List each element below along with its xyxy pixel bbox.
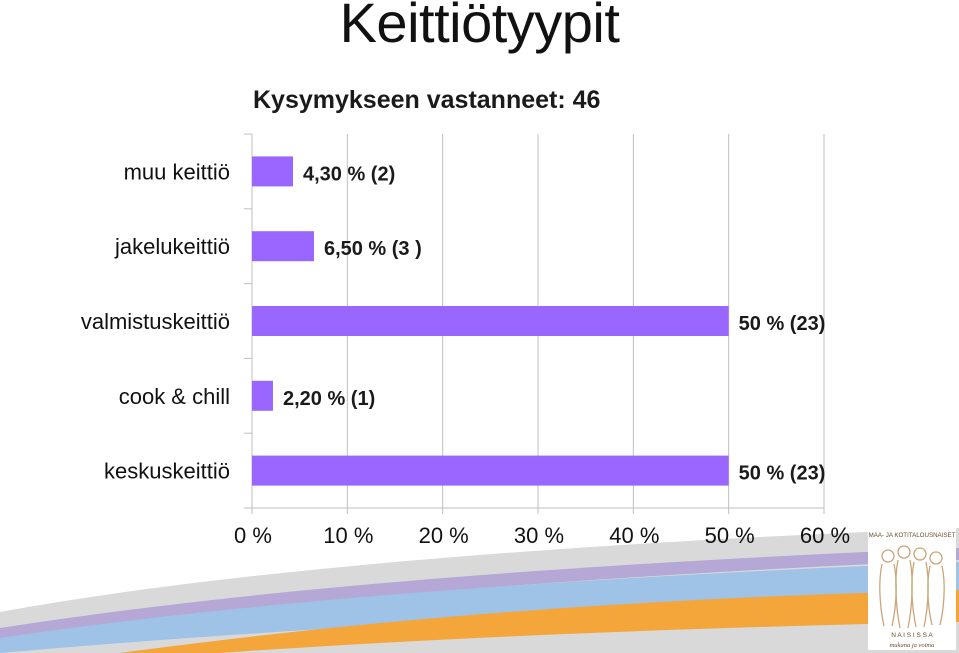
data-label: 6,50 % (3 ) <box>324 238 422 260</box>
wave-purple <box>0 548 959 640</box>
bar <box>252 306 729 336</box>
x-tick-label: 10 % <box>323 523 373 548</box>
x-tick-label: 20 % <box>419 523 469 548</box>
labels: 0 % 10 % 20 % 30 % 40 % 50 % 60 % muu keittiö 4,… <box>81 159 850 548</box>
figures-icon <box>879 545 945 629</box>
data-label: 4,30 % (2) <box>303 163 395 185</box>
category-label: valmistuskeittiö <box>81 309 230 334</box>
data-label: 50 % (23) <box>739 463 826 485</box>
wave-blue <box>0 562 959 653</box>
data-label: 2,20 % (1) <box>283 388 375 410</box>
logo-script: mukana ja voima <box>890 642 935 649</box>
x-tick-label: 60 % <box>800 523 850 548</box>
logo-text-top: MAA- JA KOTITALOUSNAISET <box>869 532 956 539</box>
data-label: 50 % (23) <box>739 313 826 335</box>
bar <box>252 156 293 187</box>
chart-subtitle: Kysymykseen vastanneet: 46 <box>253 86 601 114</box>
bar <box>252 455 729 486</box>
category-label: jakelukeittiö <box>114 234 230 259</box>
bars <box>252 156 729 486</box>
x-tick-label: 0 % <box>234 523 272 548</box>
bar <box>252 380 273 411</box>
category-label: keskuskeittiö <box>104 459 230 484</box>
chart-title: Keittiötyypit <box>339 0 620 54</box>
x-tick-label: 50 % <box>705 523 755 548</box>
wave-orange <box>120 590 959 653</box>
x-tick-label: 30 % <box>514 523 564 548</box>
x-tick-label: 40 % <box>609 523 659 548</box>
category-label: cook & chill <box>119 384 230 409</box>
logo-text-bottom: N A I S I S S A <box>891 632 933 639</box>
organization-logo: MAA- JA KOTITALOUSNAISET N A I S I S S A… <box>868 528 956 650</box>
bar <box>252 231 314 262</box>
category-label: muu keittiö <box>124 159 230 184</box>
